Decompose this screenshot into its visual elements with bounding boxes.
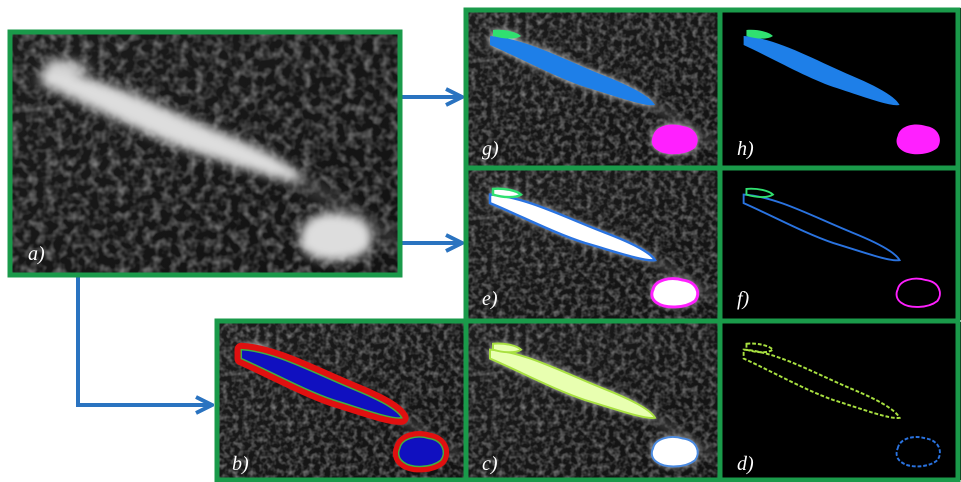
panel-e: e) <box>465 168 720 320</box>
panel-label: e) <box>482 288 498 310</box>
arrow <box>78 277 212 405</box>
page: {"panels": [{"label": "a)"}, {"label": "… <box>0 0 961 482</box>
panel-g: g) <box>465 8 720 168</box>
panel-label: h) <box>737 138 754 160</box>
panel-f: f) <box>720 168 961 320</box>
panel-label: a) <box>28 243 45 265</box>
panel-d: d) <box>720 322 961 480</box>
panel-b: b) <box>217 322 465 480</box>
figure: a) b) c) d) <box>0 0 961 482</box>
panel-label: c) <box>482 453 498 475</box>
panel-h: h) <box>720 8 961 168</box>
panel-label: d) <box>737 453 754 475</box>
panel-label: f) <box>737 288 750 310</box>
panel-label: b) <box>232 453 249 475</box>
panel-label: g) <box>482 138 499 160</box>
panel-c: c) <box>465 322 720 480</box>
panel-a: a) <box>2 24 408 283</box>
